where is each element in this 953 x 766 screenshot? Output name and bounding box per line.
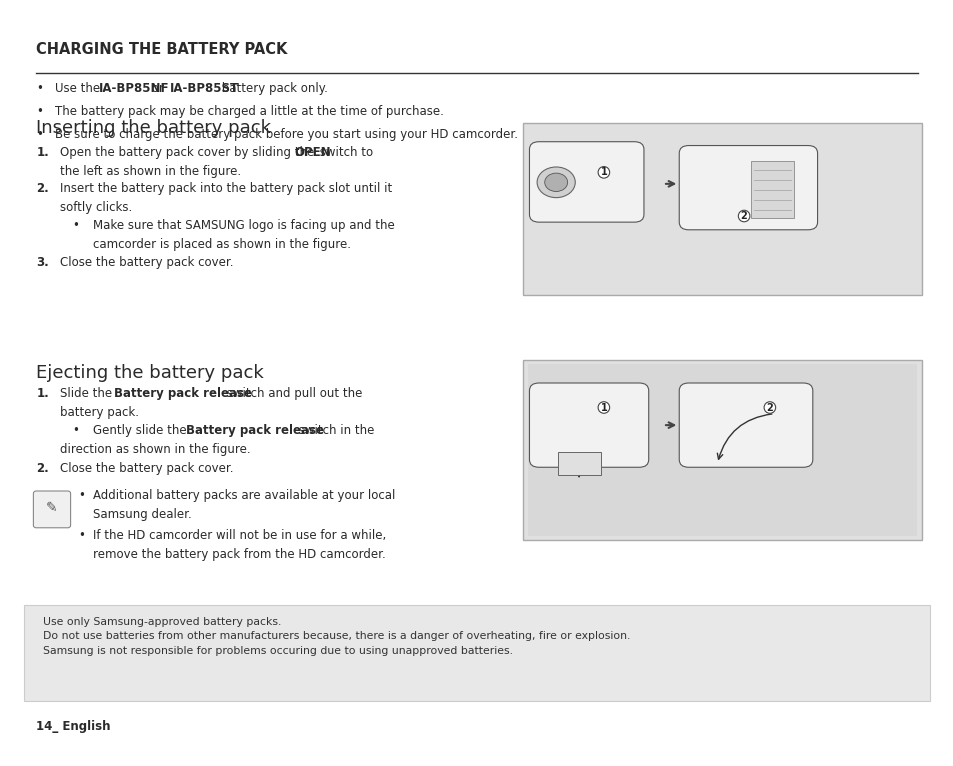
Text: direction as shown in the figure.: direction as shown in the figure.	[60, 443, 251, 456]
Text: The battery pack may be charged a little at the time of purchase.: The battery pack may be charged a little…	[55, 105, 444, 118]
FancyBboxPatch shape	[679, 383, 812, 467]
Text: Use only Samsung-approved battery packs.
Do not use batteries from other manufac: Use only Samsung-approved battery packs.…	[43, 617, 630, 656]
Text: 2: 2	[765, 402, 773, 413]
Text: ✎: ✎	[46, 502, 58, 516]
FancyBboxPatch shape	[750, 161, 793, 218]
FancyBboxPatch shape	[24, 605, 929, 701]
Text: Open the battery pack cover by sliding the: Open the battery pack cover by sliding t…	[60, 146, 317, 159]
Text: •: •	[78, 529, 85, 542]
Text: •: •	[36, 82, 43, 95]
Circle shape	[537, 167, 575, 198]
FancyBboxPatch shape	[529, 142, 643, 222]
FancyBboxPatch shape	[522, 123, 921, 295]
Text: camcorder is placed as shown in the figure.: camcorder is placed as shown in the figu…	[93, 238, 351, 251]
Text: Insert the battery pack into the battery pack slot until it: Insert the battery pack into the battery…	[60, 182, 392, 195]
Text: the left as shown in the figure.: the left as shown in the figure.	[60, 165, 241, 178]
Text: 1: 1	[599, 167, 607, 178]
Text: Close the battery pack cover.: Close the battery pack cover.	[60, 256, 233, 269]
Text: CHARGING THE BATTERY PACK: CHARGING THE BATTERY PACK	[36, 42, 287, 57]
Text: 2.: 2.	[36, 462, 49, 475]
Text: OPEN: OPEN	[294, 146, 330, 159]
Text: Ejecting the battery pack: Ejecting the battery pack	[36, 364, 264, 381]
Text: 2: 2	[740, 211, 747, 221]
FancyBboxPatch shape	[529, 383, 648, 467]
Circle shape	[544, 173, 567, 192]
FancyBboxPatch shape	[679, 146, 817, 230]
Text: switch in the: switch in the	[294, 424, 374, 437]
Text: 3.: 3.	[36, 256, 49, 269]
Text: or: or	[148, 82, 167, 95]
Text: IA-BP85ST: IA-BP85ST	[170, 82, 238, 95]
Text: Close the battery pack cover.: Close the battery pack cover.	[60, 462, 233, 475]
Text: Battery pack release: Battery pack release	[186, 424, 324, 437]
Text: 1.: 1.	[36, 146, 49, 159]
Text: •: •	[36, 128, 43, 141]
FancyBboxPatch shape	[527, 364, 916, 536]
Text: IA-BP85NF: IA-BP85NF	[99, 82, 169, 95]
Text: •: •	[78, 489, 85, 502]
Text: Slide the: Slide the	[60, 387, 116, 400]
Text: 1.: 1.	[36, 387, 49, 400]
Text: Be sure to charge the battery pack before you start using your HD camcorder.: Be sure to charge the battery pack befor…	[55, 128, 517, 141]
Text: Make sure that SAMSUNG logo is facing up and the: Make sure that SAMSUNG logo is facing up…	[93, 219, 395, 232]
Text: 1: 1	[599, 402, 607, 413]
Text: •: •	[36, 105, 43, 118]
Text: switch to: switch to	[315, 146, 373, 159]
Text: If the HD camcorder will not be in use for a while,: If the HD camcorder will not be in use f…	[93, 529, 386, 542]
Text: 2.: 2.	[36, 182, 49, 195]
Text: softly clicks.: softly clicks.	[60, 201, 132, 214]
Text: •: •	[72, 424, 79, 437]
FancyBboxPatch shape	[558, 452, 600, 475]
Text: •: •	[72, 219, 79, 232]
Text: battery pack.: battery pack.	[60, 406, 139, 419]
FancyBboxPatch shape	[33, 491, 71, 528]
Text: Samsung dealer.: Samsung dealer.	[93, 508, 193, 521]
Text: Use the: Use the	[55, 82, 104, 95]
Text: battery pack only.: battery pack only.	[218, 82, 328, 95]
Text: switch and pull out the: switch and pull out the	[223, 387, 362, 400]
FancyBboxPatch shape	[522, 360, 921, 540]
Text: Battery pack release: Battery pack release	[114, 387, 253, 400]
Text: 14_ English: 14_ English	[36, 720, 111, 733]
Text: Inserting the battery pack: Inserting the battery pack	[36, 119, 271, 136]
Text: Gently slide the: Gently slide the	[93, 424, 191, 437]
Text: remove the battery pack from the HD camcorder.: remove the battery pack from the HD camc…	[93, 548, 386, 561]
Text: Additional battery packs are available at your local: Additional battery packs are available a…	[93, 489, 395, 502]
